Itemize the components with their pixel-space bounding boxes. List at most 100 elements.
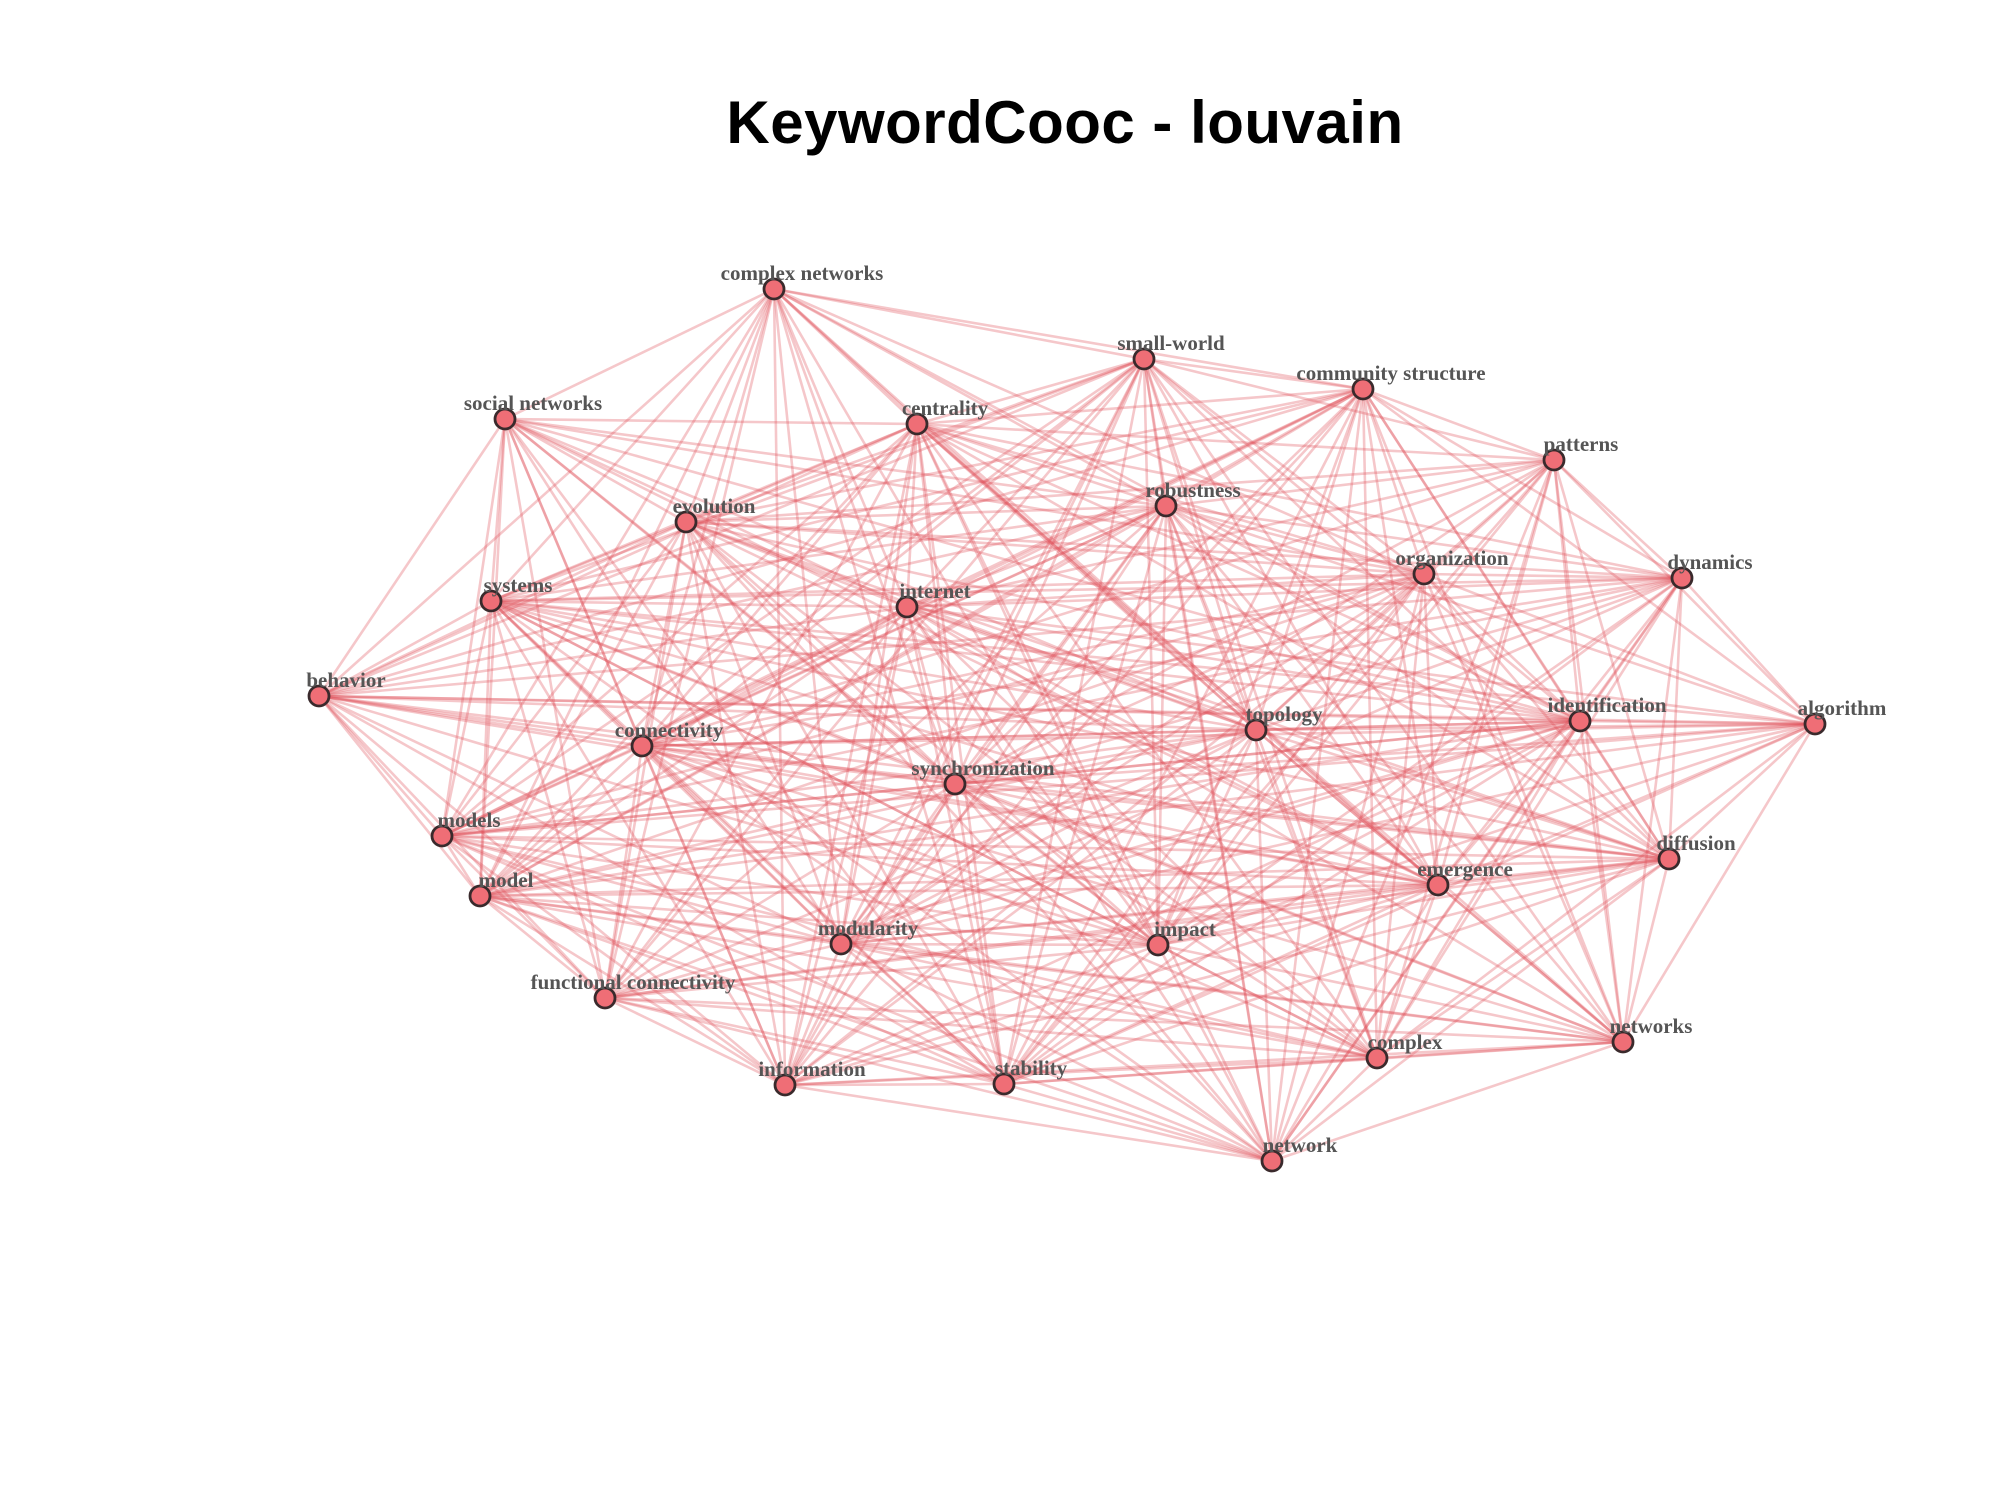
edge-organization-modularity	[840, 572, 1425, 946]
edge-small-world-functional-connectivity	[604, 358, 1145, 999]
edge-topology-algorithm	[1255, 722, 1816, 732]
node-models[interactable]	[430, 824, 454, 848]
edge-centrality-robustness	[916, 422, 1167, 508]
edge-behavior-modularity	[318, 694, 842, 946]
edge-evolution-identification	[685, 520, 1581, 723]
edge-topology-models	[441, 728, 1257, 838]
edge-dynamics-models	[441, 576, 1683, 838]
edge-functional-connectivity-networks	[604, 996, 1624, 1044]
edge-community-structure-diffusion	[1361, 388, 1671, 860]
node-community-structure[interactable]	[1351, 377, 1375, 401]
edge-patterns-identification	[1552, 459, 1582, 722]
node-impact[interactable]	[1146, 933, 1170, 957]
edge-model-modularity	[479, 894, 842, 946]
node-label-functional-connectivity: functional connectivity	[531, 970, 736, 994]
edge-dynamics-connectivity	[641, 576, 1683, 748]
edge-systems-stability	[490, 600, 1005, 1085]
edge-models-network	[441, 834, 1273, 1163]
edge-robustness-networks	[1165, 505, 1624, 1043]
node-topology[interactable]	[1244, 718, 1268, 742]
node-internet[interactable]	[895, 595, 919, 619]
node-modularity[interactable]	[829, 932, 853, 956]
edge-small-world-behavior	[318, 357, 1145, 698]
edge-patterns-dynamics	[1553, 459, 1683, 579]
edge-patterns-internet	[906, 458, 1555, 609]
edge-identification-modularity	[840, 719, 1581, 946]
edge-identification-information	[784, 719, 1581, 1087]
edge-connectivity-information	[640, 745, 787, 1086]
edge-impact-functional-connectivity	[604, 943, 1159, 1000]
edge-centrality-diffusion	[916, 422, 1670, 861]
node-label-emergence: emergence	[1417, 857, 1513, 881]
node-organization[interactable]	[1412, 562, 1436, 586]
edge-identification-stability	[1003, 719, 1581, 1086]
node-synchronization[interactable]	[943, 772, 967, 796]
edge-complex-networks-social-networks	[504, 287, 775, 421]
node-evolution[interactable]	[674, 510, 698, 534]
node-systems[interactable]	[479, 589, 503, 613]
node-patterns[interactable]	[1542, 448, 1566, 472]
edge-modularity-complex	[840, 942, 1378, 1060]
node-complex-networks[interactable]	[762, 277, 786, 301]
node-centrality[interactable]	[905, 412, 929, 436]
node-connectivity[interactable]	[630, 734, 654, 758]
node-model[interactable]	[468, 884, 492, 908]
node-dynamics[interactable]	[1670, 566, 1694, 590]
edge-algorithm-networks	[1621, 723, 1817, 1043]
edge-systems-internet	[490, 599, 908, 609]
edge-organization-emergence	[1422, 573, 1440, 886]
edge-topology-functional-connectivity	[604, 728, 1257, 1000]
edge-algorithm-model	[479, 722, 1816, 898]
edge-complex-networks-centrality	[773, 288, 918, 425]
node-functional-connectivity[interactable]	[593, 986, 617, 1010]
node-information[interactable]	[773, 1073, 797, 1097]
edge-social-networks-identification	[504, 417, 1581, 723]
node-algorithm[interactable]	[1803, 712, 1827, 736]
node-behavior[interactable]	[307, 684, 331, 708]
edge-patterns-network	[1270, 459, 1556, 1162]
edge-modularity-networks	[840, 942, 1624, 1044]
edge-diffusion-functional-connectivity	[604, 857, 1670, 1000]
node-networks[interactable]	[1611, 1030, 1635, 1054]
node-identification[interactable]	[1568, 709, 1592, 733]
node-emergence[interactable]	[1426, 873, 1450, 897]
node-stability[interactable]	[992, 1072, 1016, 1096]
edge-modularity-information	[783, 943, 843, 1086]
edge-community-structure-stability	[1002, 388, 1365, 1085]
edge-dynamics-emergence	[1436, 577, 1684, 886]
node-diffusion[interactable]	[1657, 847, 1681, 871]
edge-topology-synchronization	[954, 728, 1257, 786]
edge-behavior-impact	[318, 694, 1159, 947]
node-robustness[interactable]	[1154, 494, 1178, 518]
edge-dynamics-algorithm	[1681, 577, 1816, 725]
edge-identification-model	[479, 719, 1581, 898]
node-social-networks[interactable]	[493, 407, 517, 431]
node-small-world[interactable]	[1132, 347, 1156, 371]
node-label-algorithm: algorithm	[1798, 696, 1887, 720]
edge-centrality-model	[479, 423, 918, 897]
edge-models-functional-connectivity	[441, 835, 606, 999]
edge-robustness-emergence	[1164, 505, 1440, 886]
node-label-evolution: evolution	[673, 494, 756, 518]
edge-systems-emergence	[490, 599, 1439, 887]
edge-identification-synchronization	[954, 719, 1581, 786]
edge-networks-complex	[1376, 1040, 1624, 1060]
edge-robustness-functional-connectivity	[604, 505, 1167, 999]
node-complex[interactable]	[1365, 1046, 1389, 1070]
edge-algorithm-diffusion	[1668, 723, 1816, 860]
edge-patterns-modularity	[840, 458, 1555, 946]
edge-complex-networks-functional-connectivity	[603, 288, 776, 999]
edge-internet-model	[479, 605, 908, 898]
edge-emergence-complex	[1375, 884, 1440, 1059]
node-label-impact: impact	[1154, 917, 1216, 941]
edge-centrality-emergence	[916, 423, 1439, 886]
edge-behavior-stability	[318, 694, 1005, 1086]
edge-robustness-topology	[1164, 505, 1258, 731]
edge-topology-network	[1254, 729, 1274, 1162]
edge-social-networks-synchronization	[504, 417, 956, 786]
edge-synchronization-stability	[953, 783, 1006, 1085]
edge-internet-complex	[906, 606, 1378, 1059]
node-network[interactable]	[1260, 1149, 1284, 1173]
edge-internet-impact	[905, 606, 1160, 946]
edge-connectivity-diffusion	[641, 744, 1670, 861]
